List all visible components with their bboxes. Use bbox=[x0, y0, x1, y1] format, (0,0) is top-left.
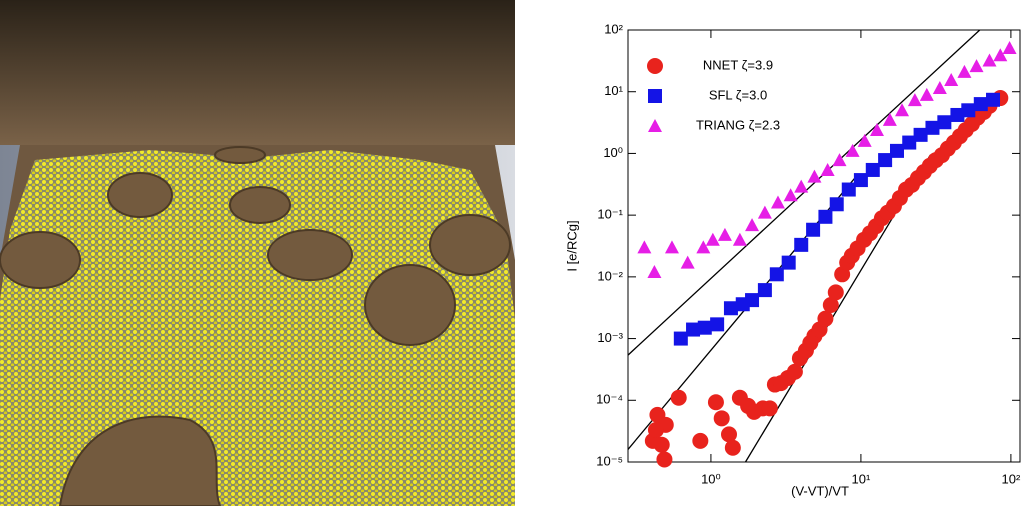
legend-label: TRIANG ζ=2.3 bbox=[696, 117, 780, 132]
point bbox=[782, 256, 796, 270]
point bbox=[725, 440, 741, 456]
point bbox=[745, 218, 759, 231]
y-tick-label: 10² bbox=[604, 21, 623, 36]
point bbox=[745, 293, 759, 307]
point bbox=[818, 210, 832, 224]
point bbox=[710, 317, 724, 331]
y-tick-label: 10⁻² bbox=[597, 268, 623, 283]
point bbox=[1003, 41, 1017, 54]
x-tick-label: 10² bbox=[1001, 471, 1020, 486]
point bbox=[974, 97, 988, 111]
point bbox=[714, 410, 730, 426]
y-tick-label: 10⁰ bbox=[603, 145, 623, 160]
point bbox=[647, 265, 661, 278]
point bbox=[890, 144, 904, 158]
point bbox=[866, 163, 880, 177]
point bbox=[842, 183, 856, 197]
point bbox=[637, 240, 651, 253]
point bbox=[828, 284, 844, 300]
hole bbox=[108, 173, 172, 217]
point bbox=[794, 180, 808, 193]
point bbox=[961, 103, 975, 117]
legend-marker bbox=[648, 119, 662, 132]
hole bbox=[268, 230, 352, 280]
x-tick-label: 10⁰ bbox=[701, 471, 721, 486]
figure: (V-VT)/VT I [e/RCg] 10⁻⁵ 10⁻⁴ 10⁻³ 10⁻² 10⁻¹… bbox=[0, 0, 1028, 506]
point bbox=[933, 81, 947, 94]
point bbox=[733, 233, 747, 246]
y-tick-label: 10⁻⁴ bbox=[596, 392, 623, 407]
hole bbox=[365, 265, 455, 345]
legend-label: SFL ζ=3.0 bbox=[709, 87, 767, 102]
point bbox=[830, 197, 844, 211]
point bbox=[674, 332, 688, 346]
point bbox=[771, 196, 785, 209]
hole bbox=[230, 187, 290, 223]
hole bbox=[215, 147, 265, 163]
point bbox=[671, 390, 687, 406]
chart: (V-VT)/VT I [e/RCg] 10⁻⁵ 10⁻⁴ 10⁻³ 10⁻² 10⁻¹… bbox=[564, 21, 1021, 498]
legend-marker bbox=[648, 89, 662, 103]
point bbox=[817, 311, 833, 327]
point bbox=[758, 283, 772, 297]
point bbox=[692, 433, 708, 449]
y-tick-label: 10⁻¹ bbox=[597, 207, 623, 222]
y-tick-label: 10⁻³ bbox=[597, 330, 623, 345]
hole bbox=[0, 232, 80, 288]
point bbox=[698, 321, 712, 335]
y-tick-label: 10¹ bbox=[604, 83, 623, 98]
illustration bbox=[0, 0, 515, 506]
backdrop bbox=[0, 0, 515, 145]
legend-label: NNET ζ=3.9 bbox=[703, 57, 773, 72]
point bbox=[758, 206, 772, 219]
point bbox=[706, 233, 720, 246]
plot-frame bbox=[628, 30, 1020, 462]
y-tick-label: 10⁻⁵ bbox=[596, 453, 623, 468]
point bbox=[681, 256, 695, 269]
point bbox=[986, 93, 1000, 107]
y-axis-label: I [e/RCg] bbox=[564, 220, 579, 271]
point bbox=[718, 228, 732, 241]
point bbox=[937, 115, 951, 129]
point bbox=[970, 59, 984, 72]
x-axis-label: (V-VT)/VT bbox=[791, 483, 849, 498]
hole bbox=[430, 215, 510, 275]
point bbox=[648, 422, 664, 438]
point bbox=[846, 144, 860, 157]
point bbox=[807, 170, 821, 183]
legend-marker bbox=[647, 58, 663, 74]
point bbox=[656, 451, 672, 467]
point bbox=[920, 88, 934, 101]
point bbox=[665, 240, 679, 253]
point bbox=[708, 394, 724, 410]
point bbox=[821, 163, 835, 176]
point bbox=[944, 73, 958, 86]
point bbox=[806, 223, 820, 237]
point bbox=[762, 400, 778, 416]
point bbox=[895, 103, 909, 116]
x-tick-label: 10¹ bbox=[852, 471, 871, 486]
point bbox=[957, 65, 971, 78]
point bbox=[883, 113, 897, 126]
point bbox=[794, 238, 808, 252]
